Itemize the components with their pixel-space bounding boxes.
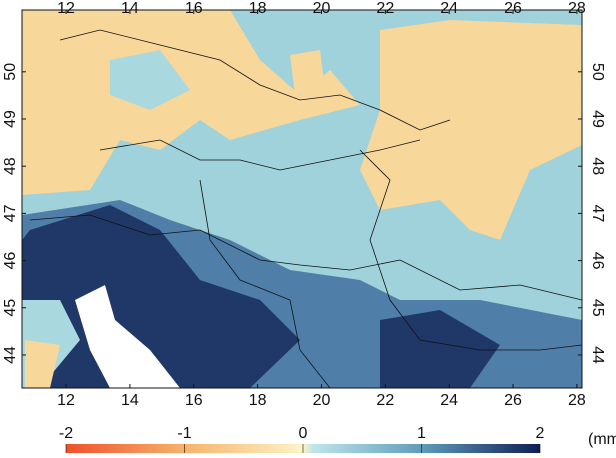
y-tick-label: 50 xyxy=(589,63,606,81)
y-tick-label: 48 xyxy=(589,157,606,175)
x-tick-label: 16 xyxy=(185,0,203,17)
y-tick-label: 49 xyxy=(2,110,19,128)
x-tick-label: 24 xyxy=(440,392,458,409)
colorbar-tick-label: 2 xyxy=(536,425,545,442)
y-tick-label: 44 xyxy=(2,346,19,364)
x-tick-label: 12 xyxy=(57,392,75,409)
y-tick-label: 45 xyxy=(2,299,19,317)
y-tick-label: 46 xyxy=(2,252,19,270)
x-tick-label: 26 xyxy=(504,0,522,17)
y-tick-label: 45 xyxy=(589,299,606,317)
x-tick-label: 20 xyxy=(313,392,331,409)
x-tick-label: 12 xyxy=(57,0,75,17)
colorbar-tick-label: 1 xyxy=(417,425,426,442)
x-tick-label: 28 xyxy=(568,392,586,409)
y-tick-label: 47 xyxy=(2,204,19,222)
y-tick-label: 48 xyxy=(2,157,19,175)
x-tick-label: 22 xyxy=(376,392,394,409)
map-field xyxy=(22,10,582,388)
x-tick-label: 14 xyxy=(121,392,139,409)
x-tick-label: 24 xyxy=(440,0,458,17)
map-frame xyxy=(21,9,583,389)
colorbar-tick-label: 0 xyxy=(299,425,308,442)
x-tick-label: 26 xyxy=(504,392,522,409)
x-tick-label: 16 xyxy=(185,392,203,409)
y-tick-label: 47 xyxy=(589,204,606,222)
y-tick-label: 46 xyxy=(589,252,606,270)
x-tick-label: 14 xyxy=(121,0,139,17)
x-tick-label: 18 xyxy=(249,392,267,409)
colorbar-unit: (mm) xyxy=(588,431,616,448)
y-tick-label: 44 xyxy=(589,346,606,364)
x-tick-label: 28 xyxy=(568,0,586,17)
x-tick-label: 20 xyxy=(313,0,331,17)
colorbar-tick-label: -2 xyxy=(59,425,73,442)
y-tick-label: 49 xyxy=(589,110,606,128)
x-tick-label: 22 xyxy=(376,0,394,17)
y-tick-label: 50 xyxy=(2,63,19,81)
x-tick-label: 18 xyxy=(249,0,267,17)
colorbar-tick-label: -1 xyxy=(177,425,191,442)
